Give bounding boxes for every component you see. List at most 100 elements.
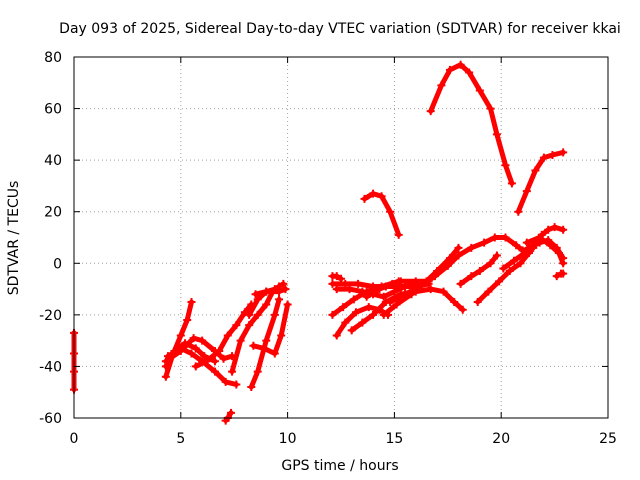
data-point xyxy=(358,318,367,327)
data-point xyxy=(507,179,516,188)
data-point xyxy=(544,225,553,234)
data-point xyxy=(379,310,388,319)
data-point xyxy=(236,336,245,345)
data-point xyxy=(539,153,548,162)
y-tick-label: 20 xyxy=(44,205,62,221)
x-tick-label: 0 xyxy=(70,431,79,447)
series-arc xyxy=(362,277,405,301)
data-point xyxy=(467,272,476,281)
data-point xyxy=(245,321,254,330)
y-axis-label: SDTVAR / TECUs xyxy=(6,181,22,296)
data-point xyxy=(163,352,172,361)
data-point xyxy=(552,272,561,281)
data-point xyxy=(514,207,523,216)
data-point xyxy=(364,303,373,312)
data-point xyxy=(262,336,271,345)
data-point xyxy=(554,248,563,257)
data-point xyxy=(369,310,378,319)
data-point xyxy=(379,292,388,301)
data-point xyxy=(232,321,241,330)
data-point xyxy=(253,310,262,319)
data-point xyxy=(445,65,454,74)
data-point xyxy=(270,349,279,358)
data-point xyxy=(492,251,501,260)
data-point xyxy=(332,272,341,281)
data-point xyxy=(392,300,401,309)
data-point xyxy=(454,243,463,252)
data-point xyxy=(486,104,495,113)
data-point xyxy=(465,68,474,77)
data-point xyxy=(354,279,363,288)
series-arc xyxy=(247,295,284,392)
data-point xyxy=(375,285,384,294)
x-axis-label: GPS time / hours xyxy=(281,458,398,474)
x-tick-label: 25 xyxy=(599,431,617,447)
data-point xyxy=(559,225,568,234)
data-point xyxy=(345,285,354,294)
data-point xyxy=(191,344,200,353)
data-point xyxy=(281,285,290,294)
y-tick-label: 0 xyxy=(53,256,62,272)
data-point xyxy=(270,310,279,319)
x-tick-label: 20 xyxy=(492,431,510,447)
data-point xyxy=(495,277,504,286)
data-point xyxy=(531,166,540,175)
data-point xyxy=(275,287,284,296)
data-point xyxy=(358,287,367,296)
data-point xyxy=(349,295,358,304)
data-point xyxy=(559,259,568,268)
data-point xyxy=(253,295,262,304)
data-point xyxy=(275,295,284,304)
y-tick-label: -20 xyxy=(39,308,62,324)
data-point xyxy=(200,352,209,361)
data-point xyxy=(439,287,448,296)
data-point xyxy=(351,308,360,317)
data-point xyxy=(559,148,568,157)
y-tick-label: 80 xyxy=(44,50,62,66)
data-point xyxy=(341,318,350,327)
data-point xyxy=(546,241,555,250)
x-tick-label: 15 xyxy=(385,431,403,447)
data-point xyxy=(247,383,256,392)
data-point xyxy=(191,362,200,371)
data-point xyxy=(277,331,286,340)
y-tick-label: -60 xyxy=(39,411,62,427)
data-point xyxy=(394,230,403,239)
data-point xyxy=(505,267,514,276)
data-point xyxy=(458,305,467,314)
data-point xyxy=(198,336,207,345)
data-point xyxy=(456,60,465,69)
data-point xyxy=(535,233,544,242)
data-point xyxy=(183,316,192,325)
data-point xyxy=(262,300,271,309)
data-point xyxy=(221,377,230,386)
series-arc xyxy=(251,285,290,299)
data-point xyxy=(262,287,271,296)
data-point xyxy=(189,334,198,343)
series-arc xyxy=(386,233,538,306)
data-point xyxy=(251,290,260,299)
data-point xyxy=(369,189,378,198)
data-point xyxy=(219,354,228,363)
data-point xyxy=(176,344,185,353)
data-point xyxy=(475,267,484,276)
series-arc xyxy=(360,189,403,239)
data-point xyxy=(437,81,446,90)
series-trace xyxy=(428,62,515,186)
data-point xyxy=(480,238,489,247)
data-point xyxy=(283,300,292,309)
data-point xyxy=(454,251,463,260)
y-tick-label: 60 xyxy=(44,102,62,118)
data-point xyxy=(501,233,510,242)
data-point xyxy=(161,372,170,381)
data-point xyxy=(210,367,219,376)
data-point xyxy=(339,303,348,312)
data-point xyxy=(499,264,508,273)
data-point xyxy=(548,150,557,159)
data-point xyxy=(328,279,337,288)
axes: 0 5 10 15 20 25 -60 -40 -20 0 20 40 60 80 xyxy=(39,50,617,447)
data-point xyxy=(416,282,425,291)
series-arc xyxy=(456,251,501,288)
data-point xyxy=(522,238,531,247)
